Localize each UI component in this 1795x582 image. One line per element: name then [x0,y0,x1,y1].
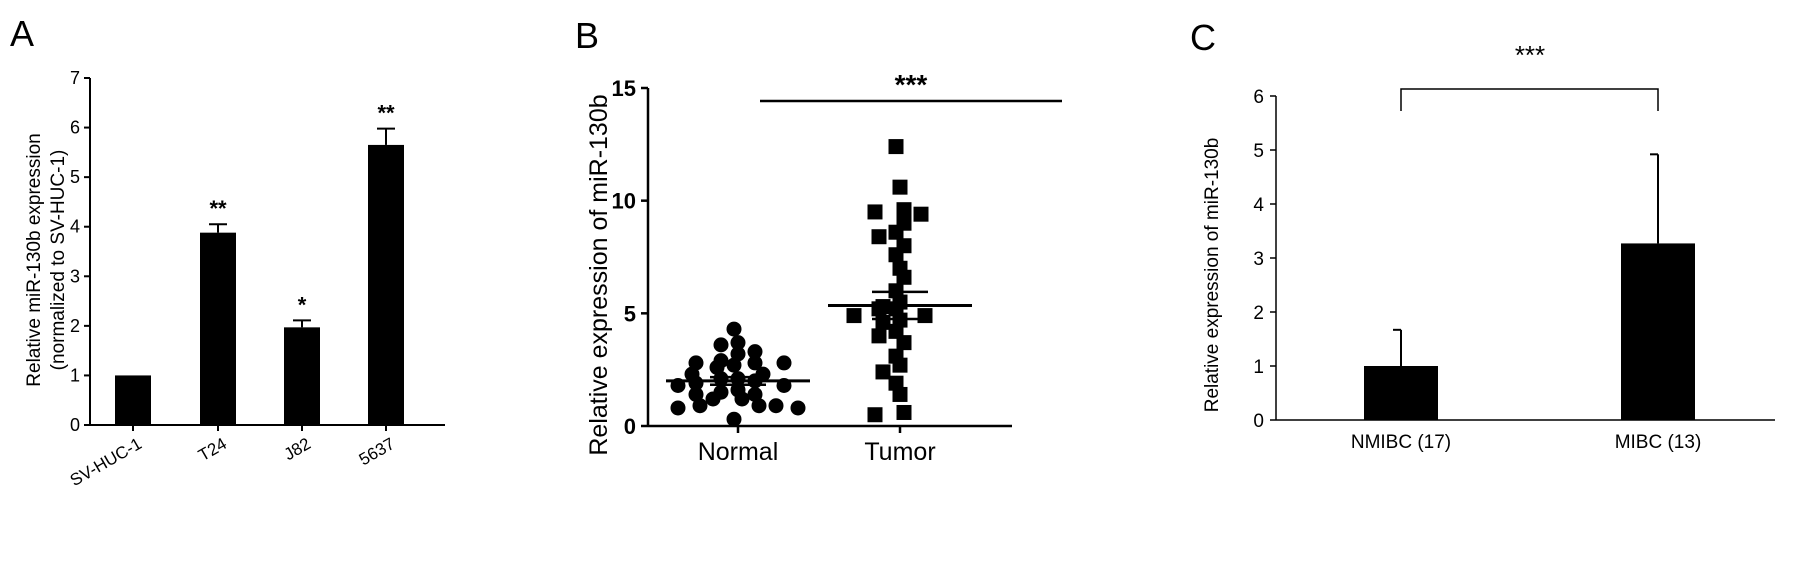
panel-c-letter: C [1190,17,1216,58]
panel-b-point-normal [747,355,763,371]
panel-c-ylabel: Relative expression of miR-130b [1202,138,1223,413]
panel-a-bar [200,232,236,425]
panel-a-x-tick-label: T24 [195,434,230,465]
panel-b-point-tumor [892,386,908,402]
panel-b-point-normal [747,344,763,360]
panel-a-bar [368,144,404,425]
panel-b-point-tumor [896,404,912,420]
panel-b-point-normal [734,391,750,407]
panel-b-point-tumor [913,206,929,222]
panel-c-y-tick-label: 6 [1253,87,1264,108]
panel-b-point-tumor [867,204,883,220]
panel-a-y-tick-label: 0 [70,415,80,435]
panel-a-letter: A [10,13,34,54]
panel-b-point-tumor [875,364,891,380]
panel-b-point-normal [751,398,767,414]
panel-b-point-tumor [871,301,887,317]
panel-a-bar [115,375,151,425]
panel-c-significance-label: *** [1515,40,1545,70]
panel-b-point-tumor [888,224,904,240]
panel-b-point-tumor [888,247,904,263]
panel-c-y-tick-label: 0 [1253,411,1264,432]
panel-b-point-tumor [896,269,912,285]
panel-c-bar [1364,366,1438,420]
panel-b-point-tumor [892,179,908,195]
panel-b-point-normal [688,386,704,402]
panel-c-bar [1621,243,1695,420]
panel-c-y-tick-label: 4 [1253,195,1264,216]
panel-b-point-normal [688,355,704,371]
panel-b-point-normal [709,359,725,375]
panel-b-ylabel: Relative expression of miR-130b [585,94,613,455]
panel-b-chart: Relative expression of miR-130b 0 5 10 15 No… [585,69,1062,466]
panel-b-y-tick-label: 15 [612,76,636,101]
panel-b-point-normal [776,355,792,371]
panel-b-point-tumor [871,229,887,245]
panel-a-ylabel-line-1: Relative miR-130b expression [24,133,45,386]
panel-a-bar [284,327,320,425]
panel-b-point-tumor [892,357,908,373]
panel-a-y-tick-label: 1 [70,365,80,385]
panel-c-chart: Relative expression of miR-130b 0 1 2 3 4 5 6 N… [1202,40,1775,453]
panel-b-point-normal [705,391,721,407]
panel-b-point-tumor [867,407,883,423]
panel-b-point-normal [692,398,708,414]
panel-a-y-tick-label: 2 [70,316,80,336]
panel-b-point-normal [726,321,742,337]
panel-c-y-tick-label: 1 [1253,357,1264,378]
panel-b-point-normal [726,411,742,427]
panel-b-point-tumor [888,323,904,339]
panel-b-y-tick-label: 0 [624,414,636,439]
panel-b-point-normal [730,346,746,362]
panel-c-y-tick-label: 5 [1253,141,1264,162]
panel-a-y-tick-label: 4 [70,217,80,237]
panel-a-x-tick-label: SV-HUC-1 [67,434,145,490]
panel-c-y-tick-label: 2 [1253,303,1264,324]
panel-b-point-normal [790,400,806,416]
panel-b-point-tumor [917,308,933,324]
panel-a-ylabel-line-2: (normalized to SV-HUC-1) [48,150,69,371]
panel-b-point-tumor [888,139,904,155]
panel-a-significance-label: ** [209,196,227,221]
panel-b-point-normal [747,386,763,402]
panel-b-point-normal [726,357,742,373]
panel-b-point-normal [768,398,784,414]
panel-b-x-tick-label: Tumor [864,438,935,466]
panel-a-significance-label: ** [377,101,395,126]
panel-a-x-tick-label: J82 [281,434,314,464]
panel-b-point-normal [713,337,729,353]
panel-a-y-tick-label: 3 [70,266,80,286]
panel-a-x-tick-label: 5637 [356,434,398,469]
panel-b-point-tumor [871,328,887,344]
panel-b-point-tumor [846,308,862,324]
panel-b-point-normal [730,335,746,351]
panel-b-significance-label: *** [895,69,928,100]
panel-c-y-tick-label: 3 [1253,249,1264,270]
panel-b-x-tick-label: Normal [698,438,779,466]
panel-a-y-tick-label: 7 [70,68,80,88]
panel-b-point-tumor [888,375,904,391]
panel-b-letter: B [575,15,599,56]
panel-b-y-tick-label: 5 [624,301,636,326]
panel-b-point-tumor [896,202,912,218]
panel-c-significance-bracket [1400,88,1659,111]
panel-a-significance-label: * [298,292,307,317]
panel-b-point-tumor [875,314,891,330]
panel-a-y-tick-label: 6 [70,118,80,138]
panel-c-x-tick-label: NMIBC (17) [1351,432,1451,453]
panel-c-x-tick-label: MIBC (13) [1615,432,1702,453]
panel-b-point-normal [670,400,686,416]
panel-b-point-tumor [896,335,912,351]
panel-a-y-tick-label: 5 [70,167,80,187]
panel-a-chart: Relative miR-130b expression (normalized… [24,68,445,490]
panel-b-y-tick-label: 10 [612,189,636,214]
